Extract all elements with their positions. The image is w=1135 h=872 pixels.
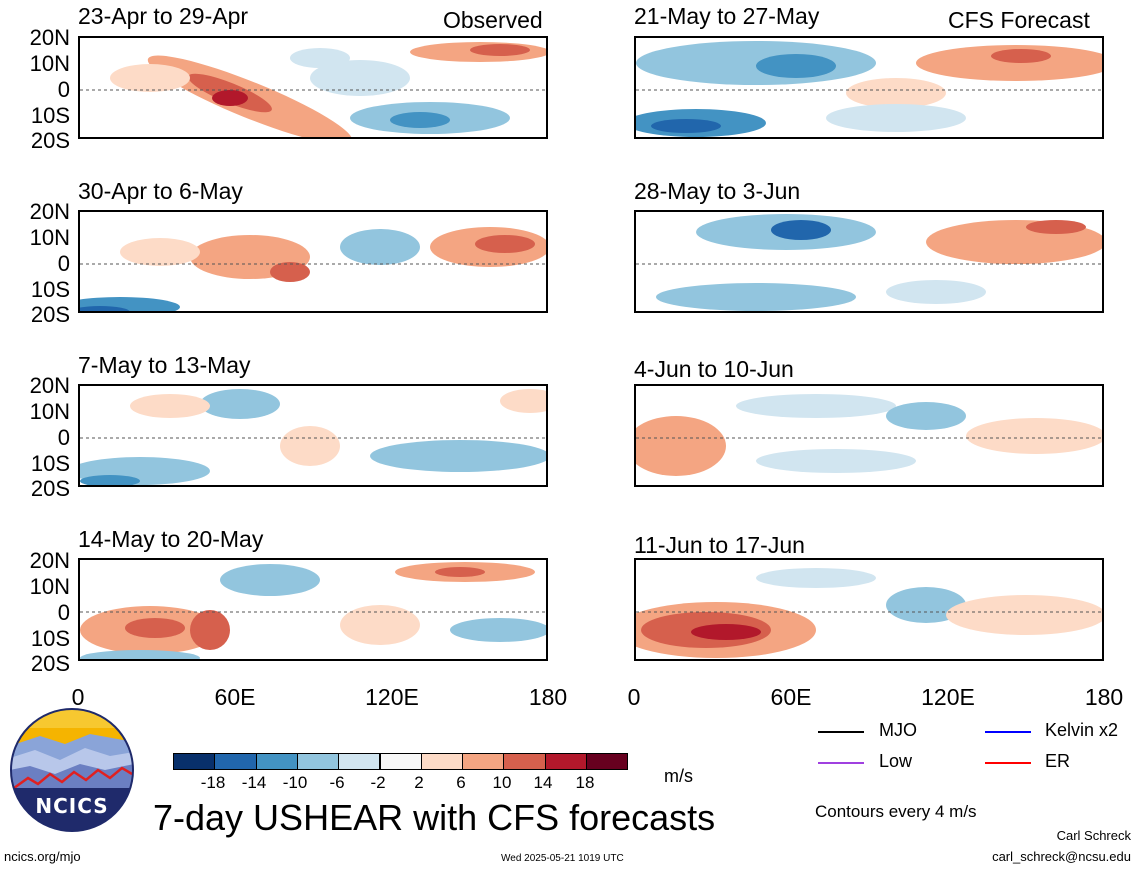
legend-line-kelvin: [985, 731, 1031, 733]
map-panel-8: [634, 558, 1104, 661]
panel-tag-observed: Observed: [443, 7, 543, 33]
panel-title-6: 4-Jun to 10-Jun: [634, 356, 794, 382]
colorbar-cell: [420, 753, 464, 770]
legend-label-mjo: MJO: [879, 720, 917, 740]
panel-title-3: 30-Apr to 6-May: [78, 178, 243, 204]
colorbar-cell: [338, 753, 381, 770]
legend-label-low: Low: [879, 751, 913, 771]
legend-line-mjo: [818, 731, 864, 733]
map-panel-6: [634, 384, 1104, 487]
panel-title-8: 11-Jun to 17-Jun: [634, 532, 805, 558]
main-title: 7-day USHEAR with CFS forecasts: [153, 797, 716, 838]
map-panel-4: [634, 210, 1104, 313]
colorbar-cell: [544, 753, 587, 770]
map-panel-5: [78, 384, 548, 487]
panel-title-2: 21-May to 27-May: [634, 3, 820, 29]
panel-tag-forecast: CFS Forecast: [948, 7, 1090, 33]
logo-text: NCICS: [35, 794, 109, 818]
footer-timestamp: Wed 2025-05-21 1019 UTC: [501, 853, 624, 864]
map-panel-7: [78, 558, 548, 661]
map-panel-2: [634, 36, 1104, 139]
contours-note: Contours every 4 m/s: [815, 802, 977, 821]
ncics-logo: NCICS: [10, 708, 134, 832]
colorbar-cell: [462, 753, 505, 770]
colorbar-cell: [586, 753, 629, 770]
panel-title-4: 28-May to 3-Jun: [634, 178, 801, 204]
legend-line-er: [985, 762, 1031, 764]
colorbar-cell: [255, 753, 298, 770]
panel-title-5: 7-May to 13-May: [78, 352, 251, 378]
colorbar-cell: [379, 753, 422, 770]
legend-label-er: ER: [1045, 751, 1071, 771]
footer-url[interactable]: ncics.org/mjo: [4, 849, 81, 864]
panel-title-1: 23-Apr to 29-Apr: [78, 3, 249, 29]
colorbar-cell: [503, 753, 546, 770]
footer-email[interactable]: carl_schreck@ncsu.edu: [992, 849, 1131, 864]
legend-line-low: [818, 762, 864, 764]
colorbar-cell: [296, 753, 340, 770]
legend-label-kelvin: Kelvin x2: [1045, 720, 1119, 740]
map-panel-1: [78, 36, 548, 139]
footer-author: Carl Schreck: [1056, 828, 1131, 843]
panel-title-7: 14-May to 20-May: [78, 526, 264, 552]
colorbar-unit: m/s: [664, 766, 693, 786]
colorbar-cell: [214, 753, 257, 770]
colorbar-cell: [173, 753, 216, 770]
map-panel-3: [78, 210, 548, 313]
